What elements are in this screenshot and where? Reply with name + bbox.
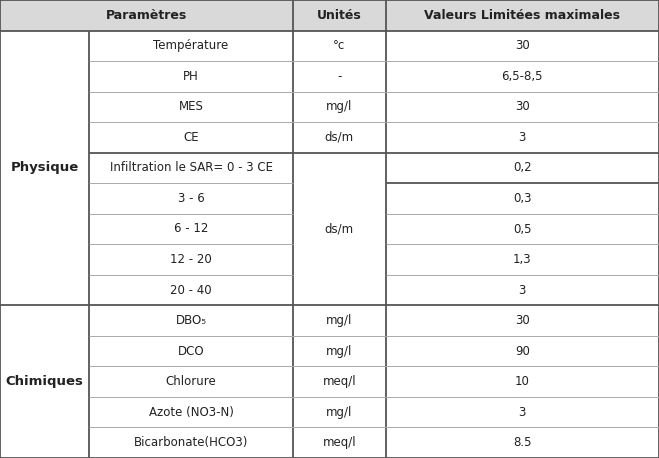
Text: Infiltration le SAR= 0 - 3 CE: Infiltration le SAR= 0 - 3 CE (109, 161, 273, 174)
Text: 10: 10 (515, 375, 530, 388)
Text: 6 - 12: 6 - 12 (174, 223, 208, 235)
Text: 1,3: 1,3 (513, 253, 532, 266)
Text: Température: Température (154, 39, 229, 52)
Text: 3: 3 (519, 284, 526, 297)
Text: DCO: DCO (178, 344, 204, 358)
Text: Chimiques: Chimiques (5, 375, 84, 388)
Text: 3: 3 (519, 406, 526, 419)
Text: °c: °c (333, 39, 345, 52)
Text: Physique: Physique (11, 161, 78, 174)
Text: mg/l: mg/l (326, 314, 353, 327)
Text: mg/l: mg/l (326, 406, 353, 419)
Text: ds/m: ds/m (325, 131, 354, 144)
Text: mg/l: mg/l (326, 100, 353, 114)
Text: Bicarbonate(HCO3): Bicarbonate(HCO3) (134, 436, 248, 449)
Text: 12 - 20: 12 - 20 (170, 253, 212, 266)
Text: MES: MES (179, 100, 204, 114)
Text: 0,2: 0,2 (513, 161, 532, 174)
Text: meq/l: meq/l (322, 436, 357, 449)
Text: Paramètres: Paramètres (106, 9, 187, 22)
Text: 3 - 6: 3 - 6 (178, 192, 204, 205)
Text: 20 - 40: 20 - 40 (170, 284, 212, 297)
Text: Valeurs Limitées maximales: Valeurs Limitées maximales (424, 9, 620, 22)
Text: 30: 30 (515, 314, 530, 327)
Text: DBO₅: DBO₅ (175, 314, 207, 327)
Text: 30: 30 (515, 100, 530, 114)
Text: 30: 30 (515, 39, 530, 52)
Text: 90: 90 (515, 344, 530, 358)
Text: CE: CE (183, 131, 199, 144)
Text: Azote (NO3-N): Azote (NO3-N) (149, 406, 233, 419)
Text: ds/m: ds/m (325, 223, 354, 235)
Text: -: - (337, 70, 341, 83)
Text: 0,3: 0,3 (513, 192, 532, 205)
Text: 6,5-8,5: 6,5-8,5 (501, 70, 543, 83)
Text: 8.5: 8.5 (513, 436, 532, 449)
Text: 0,5: 0,5 (513, 223, 532, 235)
Text: mg/l: mg/l (326, 344, 353, 358)
Text: Unités: Unités (317, 9, 362, 22)
Text: 3: 3 (519, 131, 526, 144)
Text: PH: PH (183, 70, 199, 83)
Bar (0, 0, 659, 31)
Text: meq/l: meq/l (322, 375, 357, 388)
Text: Chlorure: Chlorure (165, 375, 217, 388)
